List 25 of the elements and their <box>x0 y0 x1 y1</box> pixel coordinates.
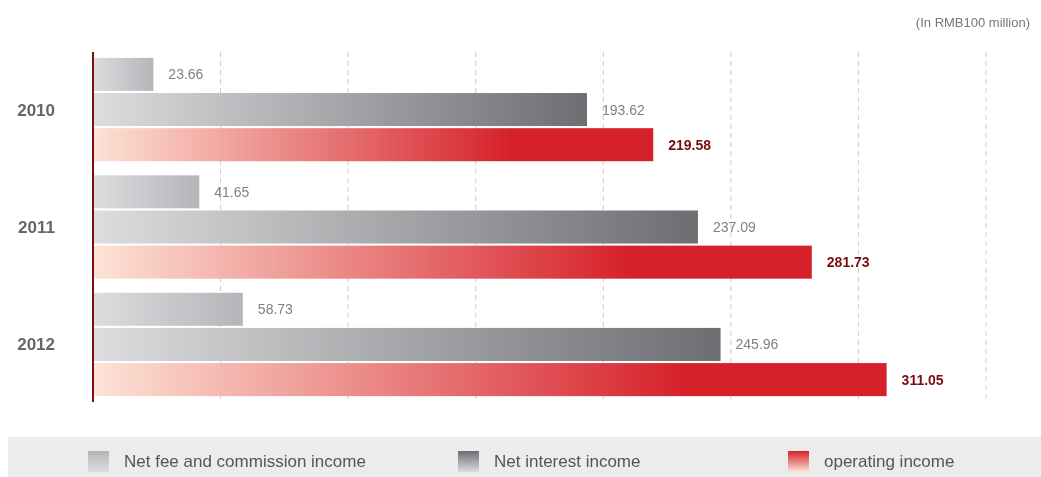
y-tick-label: 2010 <box>17 100 55 120</box>
legend-label: operating income <box>824 452 955 471</box>
bar <box>93 210 698 244</box>
bar <box>93 245 812 279</box>
bar <box>93 175 200 209</box>
data-label: 245.96 <box>735 336 779 353</box>
data-label: 41.65 <box>214 183 250 200</box>
data-label: 237.09 <box>712 219 756 235</box>
bar <box>93 57 154 91</box>
data-label: 311.05 <box>901 371 944 388</box>
data-label: 219.58 <box>668 136 712 153</box>
text: (In RMB100 million) <box>915 15 1030 30</box>
data-label: 58.73 <box>257 301 294 318</box>
bar <box>93 93 588 127</box>
bar <box>93 327 721 361</box>
legend-label: Net interest income <box>494 452 641 471</box>
bar <box>93 363 887 397</box>
y-tick-label: 2012 <box>17 335 55 355</box>
bar <box>93 292 243 326</box>
data-label: 281.73 <box>826 254 870 271</box>
y-tick-label: 2011 <box>18 218 55 237</box>
data-label: 23.66 <box>168 66 204 83</box>
legend-label: Net fee and commission income <box>124 452 366 471</box>
data-label: 193.62 <box>602 101 646 118</box>
bar <box>93 128 654 162</box>
